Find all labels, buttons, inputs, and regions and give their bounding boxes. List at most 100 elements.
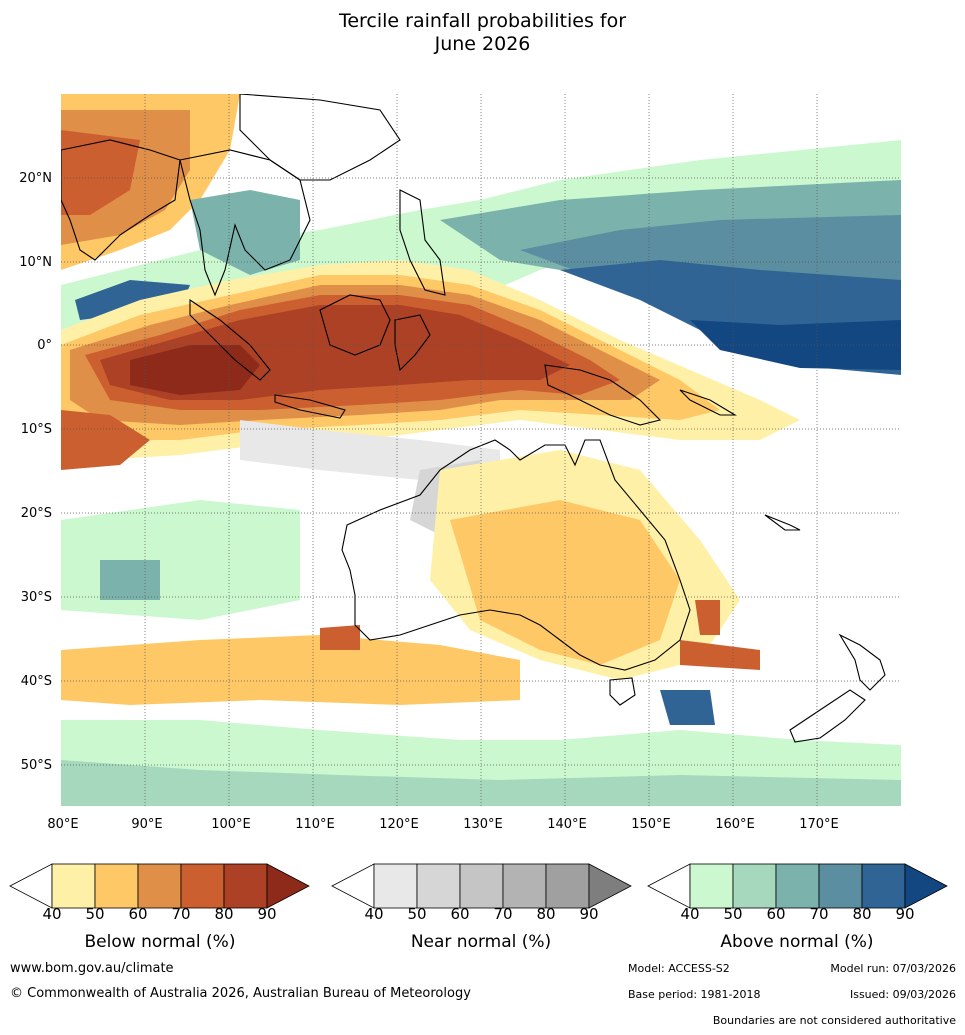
legend-below-label: Below normal (%) <box>84 932 236 952</box>
coastline-australia <box>341 439 691 671</box>
tick: 90 <box>895 905 915 923</box>
legend-near <box>331 863 632 909</box>
coastline-java <box>274 394 346 419</box>
tick: 40 <box>364 905 384 923</box>
lon-label: 140°E <box>547 817 587 832</box>
map-title: Tercile rainfall probabilities for June … <box>0 10 965 56</box>
coastline-borneo <box>319 294 391 356</box>
tick: 80 <box>852 905 872 923</box>
footer-copyright: © Commonwealth of Australia 2026, Austra… <box>10 986 471 1001</box>
gridlines <box>61 94 901 806</box>
title-line-1: Tercile rainfall probabilities for <box>338 10 627 32</box>
legend-below-swatch <box>51 863 96 909</box>
legend-near-low-arrow <box>331 863 375 909</box>
coastline-india <box>61 139 181 261</box>
lat-label: 20°S <box>21 506 52 521</box>
tick: 60 <box>766 905 786 923</box>
tick: 50 <box>407 905 427 923</box>
region-tasman-below <box>680 640 760 670</box>
footer-issued: Issued: 09/03/2026 <box>849 988 956 1001</box>
legend-above-label: Above normal (%) <box>720 932 874 952</box>
tick: 80 <box>214 905 234 923</box>
lat-label: 0° <box>37 338 52 353</box>
region-near-normal-timor <box>240 420 500 480</box>
lat-label: 10°N <box>19 255 52 270</box>
legend-near-high-arrow <box>588 863 632 909</box>
region-southern-below <box>61 635 520 705</box>
region-equator-below-90 <box>130 345 260 395</box>
rainfall-probability-map: 20°N 10°N 0° 10°S 20°S 30°S 40°S 50°S 80… <box>19 94 901 832</box>
legend-below <box>9 863 310 909</box>
footer-disclaimer: Boundaries are not considered authoritat… <box>712 1014 956 1027</box>
tick: 70 <box>171 905 191 923</box>
legend-near-label: Near normal (%) <box>410 932 552 952</box>
legend-near-swatch <box>545 863 590 909</box>
coastline-new-zealand-south <box>789 689 866 743</box>
tick: 90 <box>257 905 277 923</box>
legend-above-swatch <box>861 863 906 909</box>
region-south-indian-above <box>61 500 300 620</box>
region-southern-ocean-above-60 <box>61 760 901 806</box>
lat-label: 40°S <box>21 674 52 689</box>
tick: 80 <box>536 905 556 923</box>
legend-above-swatch <box>818 863 863 909</box>
coastline-philippines <box>399 189 446 296</box>
lat-label: 10°S <box>21 422 52 437</box>
tick: 40 <box>680 905 700 923</box>
legend-above-swatch <box>689 863 734 909</box>
region-nz-above <box>660 690 715 725</box>
coastline-new-caledonia <box>764 514 801 531</box>
legend-below-swatch <box>94 863 139 909</box>
lat-label: 50°S <box>21 758 52 773</box>
legend-above-swatch <box>732 863 777 909</box>
coastlines <box>61 94 886 743</box>
region-aus-below-50 <box>450 500 680 665</box>
lon-label: 170°E <box>799 817 839 832</box>
region-india-below-70 <box>61 130 140 215</box>
legend-near-swatch <box>416 863 461 909</box>
legend-colorbars <box>9 863 948 909</box>
coastline-china <box>239 94 401 181</box>
tick: 60 <box>128 905 148 923</box>
region-pacific-above-90 <box>690 320 901 370</box>
coastline-new-zealand-north <box>838 633 886 691</box>
legend-below-swatch <box>180 863 225 909</box>
footer-model-run: Model run: 07/03/2026 <box>830 962 956 975</box>
region-se-asia-above <box>190 190 300 275</box>
footer-base-period: Base period: 1981-2018 <box>628 988 761 1001</box>
coastline-new-guinea <box>544 364 662 426</box>
footer-model: Model: ACCESS-S2 <box>628 962 730 975</box>
lon-label: 100°E <box>211 817 251 832</box>
legend-below-swatch <box>223 863 268 909</box>
probability-fields <box>61 94 901 806</box>
title-line-2: June 2026 <box>434 33 531 55</box>
coastline-solomon <box>679 389 737 416</box>
footer-url[interactable]: www.bom.gov.au/climate <box>10 961 174 976</box>
lon-label: 120°E <box>379 817 419 832</box>
legend-near-swatch <box>459 863 504 909</box>
lat-label: 20°N <box>19 171 52 186</box>
lon-label: 90°E <box>131 817 162 832</box>
legend-below-swatch <box>137 863 182 909</box>
region-wio-below <box>61 410 150 470</box>
region-southern-below-60 <box>320 625 360 650</box>
legend-below-low-arrow <box>9 863 53 909</box>
tick: 60 <box>450 905 470 923</box>
lon-label: 110°E <box>295 817 335 832</box>
legend-near-swatch <box>373 863 418 909</box>
tick: 70 <box>493 905 513 923</box>
tick: 40 <box>42 905 62 923</box>
region-tasman-below-2 <box>695 600 720 635</box>
legend-above-high-arrow <box>904 863 948 909</box>
legend-near-swatch <box>502 863 547 909</box>
lon-label: 80°E <box>47 817 78 832</box>
region-south-indian-above-60 <box>100 560 160 600</box>
lon-label: 160°E <box>715 817 755 832</box>
legend-below-high-arrow <box>266 863 310 909</box>
tick: 50 <box>723 905 743 923</box>
tick: 50 <box>85 905 105 923</box>
legend-above <box>647 863 948 909</box>
legend-above-low-arrow <box>647 863 691 909</box>
tick: 70 <box>809 905 829 923</box>
lon-label: 150°E <box>631 817 671 832</box>
